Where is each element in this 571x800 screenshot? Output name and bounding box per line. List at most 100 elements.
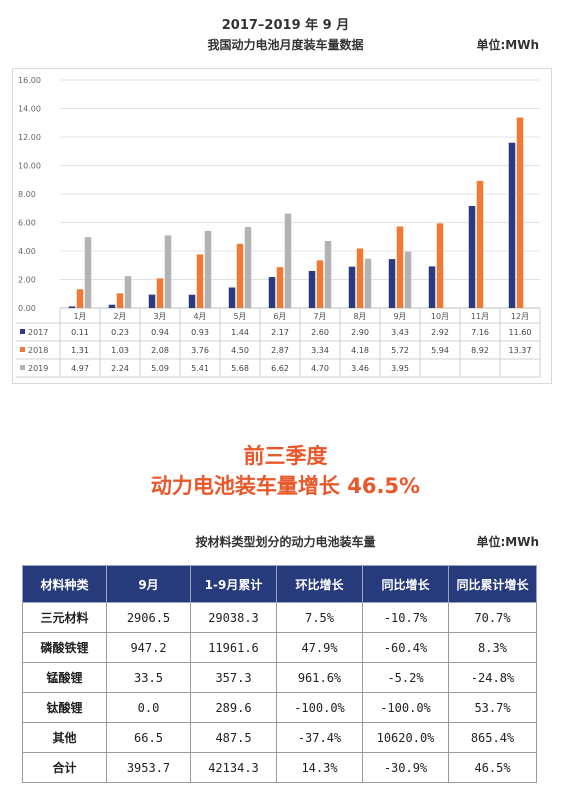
bar-chart: 0.00 2.00 4.00 6.00 8.00 10.00 12.00 14.00 16.00… xyxy=(16,76,541,378)
bar-2019 xyxy=(284,213,292,308)
data-label: 5.41 xyxy=(191,364,209,373)
table-cell: 70.7% xyxy=(448,602,537,633)
data-label: 5.94 xyxy=(431,346,449,355)
data-label: 4.18 xyxy=(351,346,369,355)
bar-2018 xyxy=(516,117,524,308)
y-tick-label: 6.00 xyxy=(18,219,36,228)
data-label: 3.95 xyxy=(391,364,409,373)
data-label: 2.24 xyxy=(111,364,129,373)
table-cell: 7.5% xyxy=(276,602,363,633)
data-label: 0.11 xyxy=(71,328,89,337)
y-tick-label: 16.00 xyxy=(18,76,41,85)
y-tick-label: 2.00 xyxy=(18,276,36,285)
x-tick-label: 2月 xyxy=(113,312,126,321)
data-label: 2.87 xyxy=(271,346,289,355)
table-cell: 47.9% xyxy=(276,632,363,663)
table-cell: -5.2% xyxy=(362,662,449,693)
table-row: 合计 3953.7 42134.3 14.3% -30.9% 46.5% xyxy=(22,752,537,783)
y-tick-label: 10.00 xyxy=(18,162,41,171)
table-cell: 三元材料 xyxy=(22,602,107,633)
data-label: 3.46 xyxy=(351,364,369,373)
y-tick-label: 0.00 xyxy=(18,304,36,313)
bar-2018 xyxy=(116,293,124,308)
table-cell: 865.4% xyxy=(448,722,537,753)
bar-2018 xyxy=(76,289,84,308)
table-row: 磷酸铁锂 947.2 11961.6 47.9% -60.4% 8.3% xyxy=(22,632,537,663)
table-cell: -24.8% xyxy=(448,662,537,693)
table-cell: 磷酸铁锂 xyxy=(22,632,107,663)
x-tick-label: 8月 xyxy=(353,312,366,321)
table-cell: 8.3% xyxy=(448,632,537,663)
table-cell: -37.4% xyxy=(276,722,363,753)
table-header-row: 材料种类 9月 1-9月累计 环比增长 同比增长 同比累计增长 xyxy=(22,565,537,603)
legend-label: 2018 xyxy=(28,346,48,355)
bar-2018 xyxy=(476,180,484,308)
bar-2018 xyxy=(276,267,284,308)
bar-2019 xyxy=(124,276,132,308)
data-label: 11.60 xyxy=(509,328,532,337)
bar-2018 xyxy=(396,226,404,308)
table-cell: 钛酸锂 xyxy=(22,692,107,723)
table-cell: 其他 xyxy=(22,722,107,753)
chart-subtitle: 我国动力电池月度装车量数据 xyxy=(207,38,364,52)
material-table: 材料种类 9月 1-9月累计 环比增长 同比增长 同比累计增长 三元材料 290… xyxy=(22,565,537,783)
bar-2017 xyxy=(108,304,116,308)
legend-swatch-2018 xyxy=(20,347,25,352)
table-cell: 33.5 xyxy=(106,662,191,693)
data-label: 2.90 xyxy=(351,328,369,337)
table-cell: 11961.6 xyxy=(190,632,277,663)
table-row: 其他 66.5 487.5 -37.4% 10620.0% 865.4% xyxy=(22,722,537,753)
x-tick-label: 5月 xyxy=(233,312,246,321)
legend-label: 2017 xyxy=(28,328,48,337)
bar-2017 xyxy=(268,277,276,308)
y-tick-label: 8.00 xyxy=(18,190,36,199)
data-label: 1.03 xyxy=(111,346,129,355)
data-label: 8.92 xyxy=(471,346,489,355)
y-tick-label: 4.00 xyxy=(18,247,36,256)
table-title: 按材料类型划分的动力电池装车量 xyxy=(195,535,376,549)
bar-2017 xyxy=(428,266,436,308)
bar-2019 xyxy=(244,227,252,308)
bar-2017 xyxy=(148,294,156,308)
data-label: 5.09 xyxy=(151,364,169,373)
chart-title: 2017–2019 年 9 月 xyxy=(221,18,350,33)
bar-2017 xyxy=(188,294,196,308)
table-cell: 14.3% xyxy=(276,752,363,783)
x-tick-label: 1月 xyxy=(73,312,86,321)
table-row: 锰酸锂 33.5 357.3 961.6% -5.2% -24.8% xyxy=(22,662,537,693)
bar-2017 xyxy=(348,266,356,308)
table-cell: 961.6% xyxy=(276,662,363,693)
data-label: 2.60 xyxy=(311,328,329,337)
bar-2018 xyxy=(156,278,164,308)
data-label: 2.17 xyxy=(271,328,289,337)
data-label: 0.94 xyxy=(151,328,169,337)
bar-2019 xyxy=(84,237,92,308)
data-label: 3.34 xyxy=(311,346,329,355)
bar-2019 xyxy=(404,251,412,308)
data-label: 2.08 xyxy=(151,346,169,355)
bar-2019 xyxy=(164,235,172,308)
legend-swatch-2019 xyxy=(20,365,25,370)
bar-2018 xyxy=(236,243,244,308)
bar-2018 xyxy=(196,254,204,308)
table-cell: 合计 xyxy=(22,752,107,783)
x-tick-label: 12月 xyxy=(511,312,529,321)
table-cell: 0.0 xyxy=(106,692,191,723)
bar-2019 xyxy=(204,230,212,308)
header-cell: 同比增长 xyxy=(362,565,449,603)
table-cell: 46.5% xyxy=(448,752,537,783)
chart-frame xyxy=(12,68,552,384)
y-tick-label: 14.00 xyxy=(18,105,41,114)
bar-2017 xyxy=(308,270,316,308)
data-label: 4.70 xyxy=(311,364,329,373)
bar-2019 xyxy=(364,258,372,308)
table-cell: 42134.3 xyxy=(190,752,277,783)
data-label: 0.23 xyxy=(111,328,129,337)
x-tick-label: 7月 xyxy=(313,312,326,321)
headline-line-1: 前三季度 xyxy=(243,444,328,468)
data-label: 2.92 xyxy=(431,328,449,337)
data-label: 5.68 xyxy=(231,364,249,373)
table-cell: 487.5 xyxy=(190,722,277,753)
x-tick-label: 3月 xyxy=(153,312,166,321)
x-tick-label: 6月 xyxy=(273,312,286,321)
